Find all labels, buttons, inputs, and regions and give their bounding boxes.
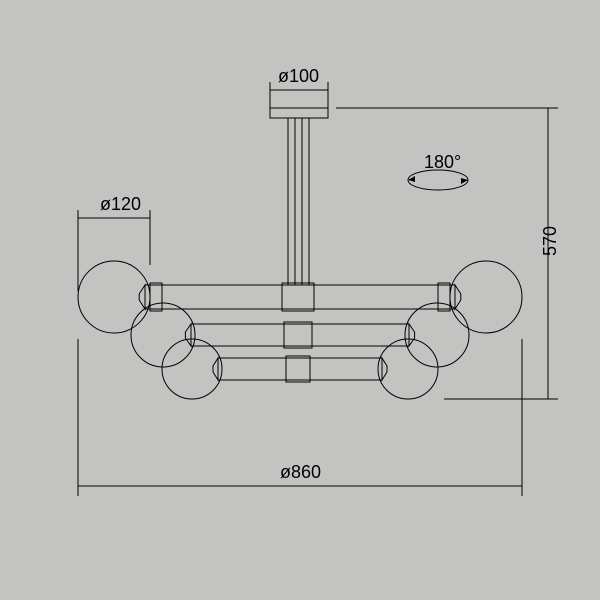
arms-and-globes (78, 261, 522, 399)
chandelier-dimension-drawing: ø120 ø100 ø860 570 180° (0, 0, 600, 600)
rotation-note (408, 170, 468, 190)
dim-globe-dia: ø120 (100, 194, 141, 214)
dim-plate-dia: ø100 (278, 66, 319, 86)
stems (288, 118, 309, 285)
dim-overall-dia: ø860 (280, 462, 321, 482)
ceiling-plate (270, 108, 328, 118)
rotation-label: 180° (424, 152, 461, 172)
dim-height: 570 (540, 226, 560, 256)
